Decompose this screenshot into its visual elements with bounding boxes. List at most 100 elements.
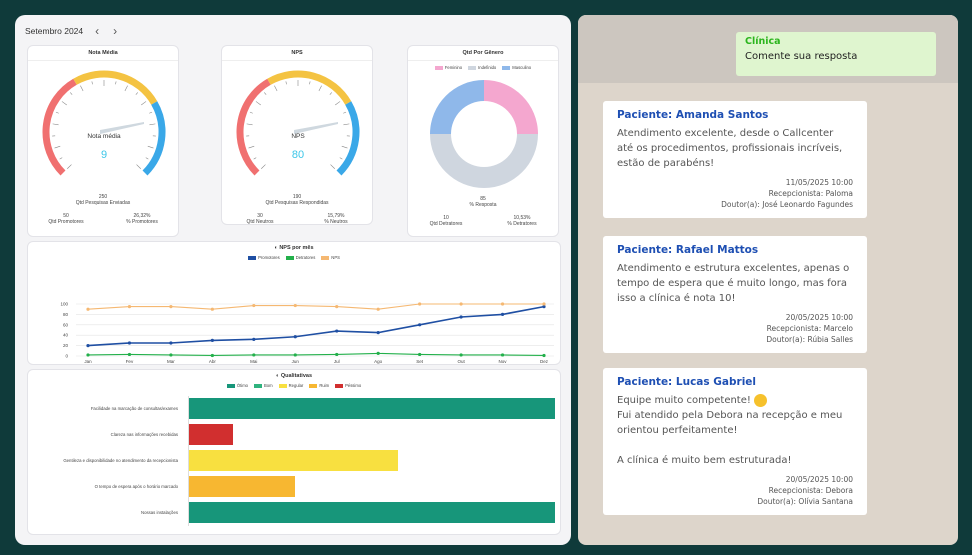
dashboard-panel: Setembro 2024 ‹ › Nota Média Nota média …: [15, 15, 571, 545]
message-receptionist: Recepcionista: Debora: [768, 486, 853, 495]
gauge-tick: [341, 145, 348, 149]
gauge-tick: [335, 101, 341, 106]
data-point: [210, 338, 214, 342]
data-point: [459, 353, 463, 357]
nps-title: NPS: [222, 46, 372, 61]
data-point: [127, 305, 132, 309]
nota-stat1-value: 250: [98, 194, 108, 200]
nota-media-card: Nota Média Nota média 9 250 Qtd Pesquisas…: [27, 45, 179, 237]
y-tick-label: 100: [60, 302, 68, 307]
y-tick-label: 20: [63, 343, 69, 348]
data-point: [86, 344, 90, 348]
clinic-header-bubble: Clínica Comente sua resposta: [736, 32, 936, 76]
data-point: [86, 307, 90, 311]
next-month-button[interactable]: ›: [113, 24, 118, 38]
qualitativas-title: Qualitativas: [280, 373, 313, 379]
x-tick-label: Fev: [126, 359, 134, 364]
series-line-detratores: [87, 352, 545, 357]
gauge-tick: [285, 81, 287, 85]
gauge-arc: [73, 70, 158, 105]
data-point: [418, 323, 422, 327]
gauge-needle: [294, 122, 338, 134]
message-meta: 11/05/2025 10:00 Recepcionista: Paloma D…: [617, 177, 853, 210]
legend-item: Masculino: [502, 65, 531, 70]
y-tick-label: 80: [63, 312, 69, 317]
gauge-tick: [343, 111, 347, 114]
nps-stat1-label: Qtd Pesquisas Respondidas: [265, 200, 329, 206]
gauge-tick: [147, 145, 154, 149]
gauge-tick: [136, 164, 141, 169]
genero-stat2-value: 10: [443, 215, 449, 221]
x-tick-label: Mai: [250, 359, 257, 364]
data-point: [500, 353, 505, 357]
data-point: [459, 302, 463, 306]
gauge-tick: [249, 111, 253, 114]
data-point: [418, 302, 422, 306]
chat-message: Paciente: Rafael Mattos Atendimento e es…: [603, 236, 867, 353]
y-tick-label: 0: [65, 354, 68, 359]
nps-gauge-value: 80: [292, 149, 304, 161]
gauge-tick: [149, 123, 156, 126]
gauge-tick: [264, 92, 267, 95]
qualitativa-bar: [189, 398, 555, 419]
smile-emoji-icon: 😊: [754, 393, 768, 407]
message-date: 20/05/2025 10:00: [785, 313, 853, 322]
chart-icon: ◐: [275, 373, 280, 379]
x-tick-label: Out: [457, 359, 465, 364]
message-receptionist: Recepcionista: Marcelo: [766, 324, 853, 333]
prev-month-button[interactable]: ‹: [95, 24, 100, 38]
x-tick-label: Jul: [334, 359, 340, 364]
genero-card: Qtd Por Gênero Feminino Indefinido Masculi…: [407, 45, 559, 237]
donut-slice-masculino: [430, 80, 484, 134]
nps-card: NPS NPS 80 190 Qtd Pesquisas Respondidas …: [221, 45, 373, 225]
message-doctor: Doutor(a): José Leonardo Fagundes: [721, 200, 853, 209]
genero-stat1-label: % Resposta: [469, 202, 497, 208]
genero-stat3-value: 10,53%: [513, 215, 531, 221]
gauge-tick: [54, 145, 61, 149]
chat-panel: Clínica Comente sua resposta Paciente: A…: [578, 15, 958, 545]
x-tick-label: Set: [416, 359, 424, 364]
gauge-tick: [255, 101, 261, 106]
gauge-tick: [330, 164, 335, 169]
gauge-tick: [246, 123, 253, 126]
x-tick-label: Jun: [292, 359, 300, 364]
category-label: O tempo de espera após o horário marcado: [94, 484, 178, 489]
message-text: Fui atendido pela Debora na recepção e m…: [617, 410, 843, 466]
data-point: [127, 352, 132, 357]
data-point: [293, 353, 297, 357]
gauge-tick: [115, 81, 117, 85]
patient-name: Paciente: Amanda Santos: [617, 109, 769, 121]
data-point: [542, 305, 546, 309]
nota-media-title: Nota Média: [28, 46, 178, 61]
qualitativa-bar: [189, 502, 555, 523]
genero-stat2: 10 Qtd Detratores: [416, 215, 476, 227]
patient-name: Paciente: Rafael Mattos: [617, 244, 759, 256]
data-point: [169, 305, 173, 309]
gauge-tick: [52, 123, 59, 126]
legend-item: Ruim: [309, 383, 329, 388]
nps-line-chart: 100 80 60 40 20 0 Jan Fev Mar Abr Mai Jun Jul Ago Set O…: [60, 302, 554, 364]
series-line-nps: [87, 303, 544, 310]
nps-stat1: 190 Qtd Pesquisas Respondidas: [222, 194, 372, 206]
gauge-tick: [149, 111, 153, 114]
nota-stat1-label: Qtd Pesquisas Enviadas: [75, 200, 131, 206]
qualitativa-bar: [189, 450, 398, 471]
message-meta: 20/05/2025 10:00 Recepcionista: Marcelo …: [617, 312, 853, 345]
x-tick-label: Abr: [209, 359, 217, 364]
data-point: [500, 312, 505, 316]
qualitativa-bar: [189, 424, 233, 445]
gauge-tick: [67, 164, 72, 169]
message-meta: 20/05/2025 10:00 Recepcionista: Debora D…: [617, 474, 853, 507]
legend-item: Regular: [278, 383, 303, 388]
message-date: 20/05/2025 10:00: [785, 475, 853, 484]
legend-item: NPS: [321, 255, 340, 260]
message-text: Atendimento e estrutura excelentes, apen…: [617, 263, 850, 304]
nps-stat2-value: 30: [257, 213, 263, 219]
gauge-tick: [339, 157, 343, 160]
legend-item: Ótimo: [226, 383, 248, 388]
gauge-tick: [124, 85, 128, 92]
gauge-tick: [329, 92, 332, 95]
data-point: [335, 329, 339, 333]
genero-legend: Feminino Indefinido Masculino: [408, 65, 558, 70]
legend-item: Promotores: [248, 255, 280, 260]
